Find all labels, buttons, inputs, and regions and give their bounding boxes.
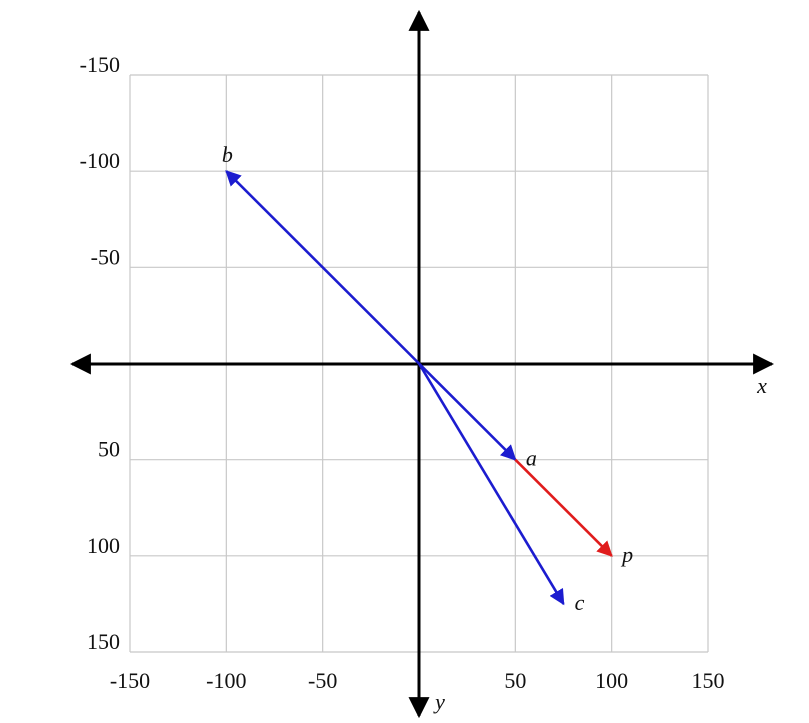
x-tick-label: -150	[110, 668, 150, 693]
x-tick-label: 150	[692, 668, 725, 693]
y-tick-label: 150	[87, 629, 120, 654]
x-axis-label: x	[756, 373, 767, 398]
x-tick-label: -100	[206, 668, 246, 693]
y-tick-label: 100	[87, 533, 120, 558]
x-tick-label: 50	[504, 668, 526, 693]
x-tick-label: -50	[308, 668, 337, 693]
y-tick-label: -150	[80, 52, 120, 77]
y-tick-label: -50	[91, 244, 120, 269]
vector-label: a	[526, 446, 537, 471]
vector	[417, 362, 565, 606]
vector	[514, 458, 613, 557]
vector	[418, 362, 517, 461]
vector-label: p	[620, 542, 633, 567]
vector-label: b	[222, 142, 233, 167]
vector	[225, 170, 420, 365]
y-tick-label: -100	[80, 148, 120, 173]
y-tick-label: 50	[98, 437, 120, 462]
vector-label: c	[575, 590, 585, 615]
x-tick-label: 100	[595, 668, 628, 693]
y-axis-label: y	[433, 689, 445, 714]
